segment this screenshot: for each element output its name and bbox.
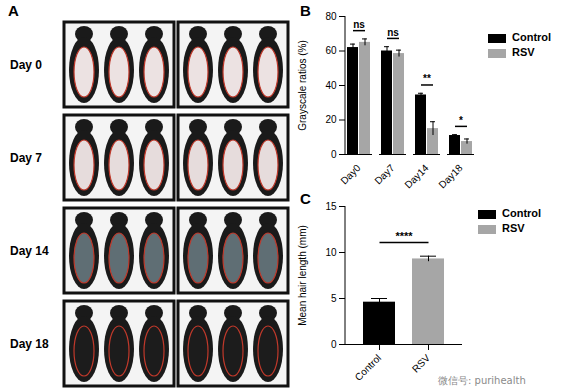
svg-text:Grayscale ratios (%): Grayscale ratios (%) (297, 40, 308, 131)
svg-text:*: * (459, 115, 463, 126)
svg-text:Day 0: Day 0 (10, 58, 42, 72)
html-text:Control: Control (502, 207, 542, 219)
svg-text:Control: Control (353, 352, 384, 383)
svg-text:****: **** (395, 230, 413, 242)
svg-text:80: 80 (325, 11, 337, 22)
svg-text:Day7: Day7 (372, 162, 397, 187)
html-text:Control: Control (512, 31, 552, 43)
svg-text:Day 18: Day 18 (10, 337, 49, 351)
svg-text:5: 5 (331, 293, 337, 304)
svg-text:40: 40 (325, 80, 337, 91)
svg-text:0: 0 (331, 149, 337, 160)
svg-text:A: A (8, 2, 19, 19)
svg-text:**: ** (423, 73, 431, 84)
svg-text:ns: ns (353, 19, 365, 30)
svg-text:Day14: Day14 (402, 162, 431, 191)
svg-text:20: 20 (325, 114, 337, 125)
html-text:微信号: purihealth: 微信号: purihealth (438, 375, 526, 386)
svg-text:Day18: Day18 (436, 162, 465, 191)
svg-text:0: 0 (331, 339, 337, 350)
svg-text:10: 10 (325, 247, 337, 258)
html-text:B: B (300, 2, 311, 19)
svg-text:Day 14: Day 14 (10, 244, 49, 258)
svg-text:Mean hair length (mm): Mean hair length (mm) (297, 225, 308, 326)
svg-text:Day 7: Day 7 (10, 151, 42, 165)
svg-text:15: 15 (325, 201, 337, 212)
svg-text:60: 60 (325, 45, 337, 56)
svg-text:RSV: RSV (410, 352, 433, 375)
html-text:RSV: RSV (512, 46, 535, 58)
html-text:RSV: RSV (502, 222, 525, 234)
html-text:C: C (300, 190, 311, 207)
svg-text:Day0: Day0 (338, 162, 363, 187)
svg-text:ns: ns (387, 27, 399, 38)
